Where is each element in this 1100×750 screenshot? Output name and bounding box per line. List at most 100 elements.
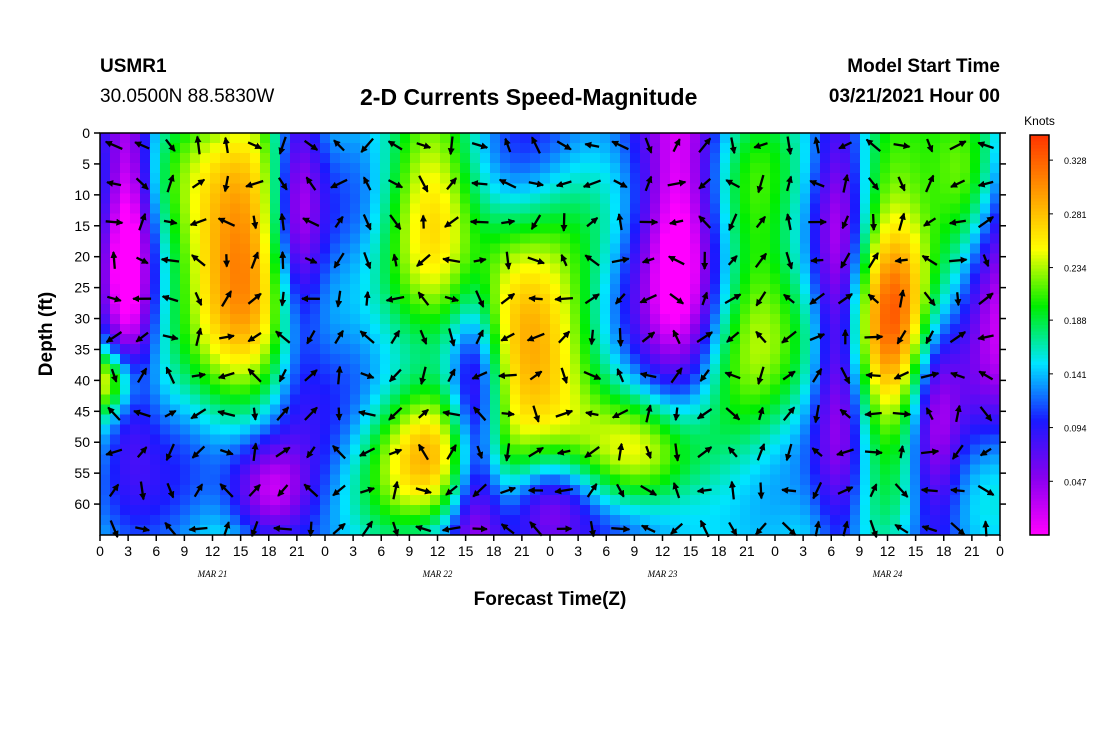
colorbar-tick-label: 0.047 (1064, 477, 1087, 487)
current-arrow (447, 136, 455, 156)
current-arrow (191, 371, 207, 379)
x-tick-label: 15 (233, 543, 249, 559)
current-arrow (810, 256, 824, 264)
x-tick-label: 0 (996, 543, 1004, 559)
colorbar-tick-label: 0.281 (1064, 210, 1087, 220)
current-arrow (501, 410, 515, 418)
current-arrow (757, 482, 765, 500)
current-arrow (898, 445, 906, 459)
current-arrow (166, 482, 175, 499)
current-arrow (195, 327, 203, 347)
current-arrow (756, 443, 766, 461)
current-arrow (447, 368, 456, 383)
current-arrow (363, 252, 372, 270)
current-arrow (217, 371, 235, 380)
current-arrow (497, 372, 517, 380)
y-tick-label: 20 (74, 249, 90, 265)
current-arrow (361, 520, 374, 537)
current-arrow (387, 140, 403, 151)
current-arrow (191, 178, 206, 189)
current-arrow (979, 447, 992, 457)
current-arrow (388, 406, 403, 421)
y-tick-label: 0 (82, 125, 90, 141)
current-arrow (588, 329, 596, 346)
current-arrow (982, 254, 990, 268)
current-arrow (105, 331, 123, 344)
current-arrow (247, 368, 262, 383)
current-arrow (589, 521, 596, 538)
current-arrow (139, 481, 147, 501)
current-arrow (389, 214, 402, 231)
current-arrow (697, 446, 713, 459)
current-arrow (107, 406, 121, 421)
current-arrow (419, 366, 427, 386)
current-arrow (781, 486, 797, 494)
current-arrow (926, 138, 934, 153)
current-arrow (950, 371, 965, 379)
x-tick-label: 9 (180, 543, 188, 559)
current-arrow (672, 329, 681, 345)
current-arrow (756, 366, 765, 385)
current-arrow (528, 446, 544, 458)
current-arrow (217, 409, 236, 418)
current-arrow (869, 483, 878, 498)
current-arrow (161, 294, 179, 303)
current-arrow (728, 213, 738, 232)
current-arrow (640, 484, 658, 496)
current-arrow (813, 136, 821, 154)
current-arrow (811, 447, 823, 457)
current-arrow (893, 142, 911, 150)
current-arrow (948, 218, 966, 226)
current-arrow (275, 446, 291, 458)
current-arrow (753, 142, 768, 149)
x-tick-label: 0 (96, 543, 104, 559)
x-tick-label: 18 (486, 543, 502, 559)
x-tick-label: 0 (321, 543, 329, 559)
current-arrow (893, 371, 910, 380)
current-arrow (526, 332, 545, 342)
current-arrow (135, 256, 149, 265)
x-tick-label: 6 (602, 543, 610, 559)
current-arrow (668, 255, 685, 266)
current-arrow (357, 409, 376, 417)
current-arrow (977, 141, 994, 150)
current-arrow (812, 481, 823, 500)
x-tick-label: 6 (827, 543, 835, 559)
colorbar-tick-label: 0.188 (1064, 316, 1087, 326)
current-arrow (585, 410, 599, 418)
current-arrow (698, 215, 712, 229)
current-arrow (160, 256, 180, 264)
colorbar-unit-label: Knots (1024, 114, 1055, 128)
current-arrow (189, 218, 207, 227)
current-arrow (304, 256, 318, 264)
current-arrow (950, 179, 966, 188)
current-arrow (870, 213, 878, 232)
current-arrow (222, 136, 230, 154)
current-arrow (864, 333, 884, 341)
current-arrow (892, 410, 912, 418)
current-arrow (977, 180, 994, 188)
current-arrow (611, 408, 629, 419)
current-arrow (418, 175, 429, 193)
current-arrow (554, 295, 573, 303)
x-tick-label: 12 (430, 543, 446, 559)
current-arrow (840, 366, 851, 385)
chart-title: 2-D Currents Speed-Magnitude (360, 84, 698, 110)
current-arrow (106, 295, 122, 303)
x-tick-label: 9 (630, 543, 638, 559)
current-arrow (532, 405, 541, 423)
current-arrow (725, 407, 741, 421)
current-arrow (781, 521, 797, 536)
current-arrow (785, 175, 793, 192)
current-arrow (303, 483, 319, 498)
current-arrow (137, 367, 148, 383)
current-arrow (390, 329, 401, 345)
current-arrow (949, 331, 967, 344)
x-tick-label: 18 (711, 543, 727, 559)
current-arrow (219, 448, 234, 456)
current-arrow (501, 218, 516, 226)
current-arrow (362, 214, 372, 231)
current-arrow (475, 329, 485, 345)
current-arrow (473, 256, 487, 264)
current-arrow (476, 445, 484, 460)
